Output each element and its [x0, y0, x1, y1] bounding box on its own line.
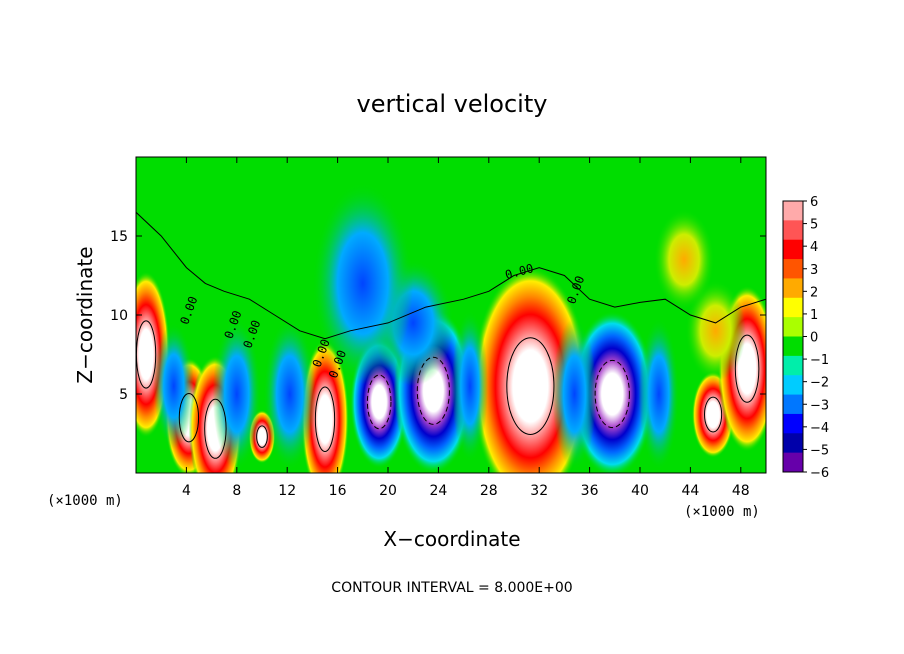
colorbar-tick-label: 1	[810, 308, 818, 323]
contour-interval-footer: CONTOUR INTERVAL = 8.000E+00	[331, 580, 572, 596]
x-tick-label: 40	[631, 483, 649, 499]
x-axis-label: X−coordinate	[383, 527, 520, 551]
y-tick-label: 5	[119, 387, 128, 403]
colorbar-tick-label: −2	[810, 376, 829, 391]
colorbar-swatch	[783, 336, 803, 357]
x-tick-label: 8	[232, 483, 241, 499]
contour-line	[506, 337, 555, 435]
z-unit-note: (×1000 m)	[47, 493, 123, 509]
x-tick-label: 20	[379, 483, 397, 499]
velocity-cell	[451, 310, 489, 462]
plot-area: 0.00 0.000.000.000.000.000.00	[135, 156, 767, 474]
x-tick-label: 24	[429, 483, 447, 499]
colorbar-tick-label: 5	[810, 218, 818, 233]
colorbar-tick-label: 0	[810, 331, 818, 346]
velocity-cell	[552, 318, 597, 470]
x-tick-label: 32	[530, 483, 548, 499]
x-axis-ticks: 4 8 12 16 20 24 28 32 36 40 44 48	[182, 157, 750, 499]
velocity-cell	[212, 318, 261, 470]
y-axis-label: Z−coordinate	[73, 246, 97, 383]
x-tick-label: 48	[732, 483, 750, 499]
colorbar-swatch	[783, 452, 803, 473]
colorbar-tick-label: 3	[810, 263, 818, 278]
colorbar-tick-label: 4	[810, 240, 818, 255]
chart-title: vertical velocity	[357, 90, 548, 118]
colorbar-swatch	[783, 433, 803, 454]
colorbar-tick-label: 6	[810, 195, 818, 210]
zero-contour	[136, 211, 766, 340]
colorbar-swatch	[783, 317, 803, 337]
x-tick-label: 44	[681, 483, 699, 499]
velocity-cell	[312, 182, 414, 385]
velocity-cell	[263, 318, 316, 470]
x-tick-label: 4	[182, 483, 191, 499]
colorbar-swatch	[783, 413, 803, 434]
contour-line	[256, 425, 268, 448]
x-tick-label: 12	[278, 483, 296, 499]
contour-line	[178, 393, 200, 443]
colorbar-swatch	[783, 297, 803, 318]
colorbar-swatch	[783, 394, 803, 415]
contour-line	[594, 359, 630, 429]
colorbar: 6 5 4 3 2 1 0 −1 −2 −3 −4 −5 −6	[782, 195, 829, 481]
contour-line	[204, 398, 227, 459]
velocity-cell	[653, 209, 715, 311]
contour-line	[734, 334, 760, 403]
colorbar-tick-label: −1	[810, 353, 829, 368]
colorbar-tick-label: −4	[810, 421, 829, 436]
colorbar-tick-label: 2	[810, 285, 818, 300]
x-tick-label: 36	[581, 483, 599, 499]
colorbar-tick-label: −6	[810, 466, 829, 481]
colorbar-swatch	[783, 220, 803, 241]
colorbar-tick-label: −5	[810, 443, 829, 458]
colorbar-swatch	[783, 259, 803, 279]
colorbar-tick-label: −3	[810, 398, 829, 413]
contour-line	[314, 386, 336, 453]
y-axis-ticks: 5 10 15	[110, 229, 766, 403]
y-tick-label: 15	[110, 229, 128, 245]
velocity-cell	[153, 322, 194, 450]
colorbar-swatch	[783, 375, 803, 396]
x-unit-note: (×1000 m)	[684, 504, 760, 520]
x-tick-label: 16	[329, 483, 347, 499]
colorbar-swatch	[783, 278, 803, 299]
colorbar-swatch	[783, 201, 803, 221]
x-tick-label: 28	[480, 483, 498, 499]
y-tick-label: 10	[110, 308, 128, 324]
velocity-cell	[638, 318, 680, 470]
contour-line	[416, 356, 450, 425]
velocity-field	[136, 182, 766, 473]
colorbar-swatch	[783, 239, 803, 260]
colorbar-swatch	[783, 355, 803, 376]
velocity-cell	[685, 280, 746, 382]
contour-line	[704, 396, 723, 433]
